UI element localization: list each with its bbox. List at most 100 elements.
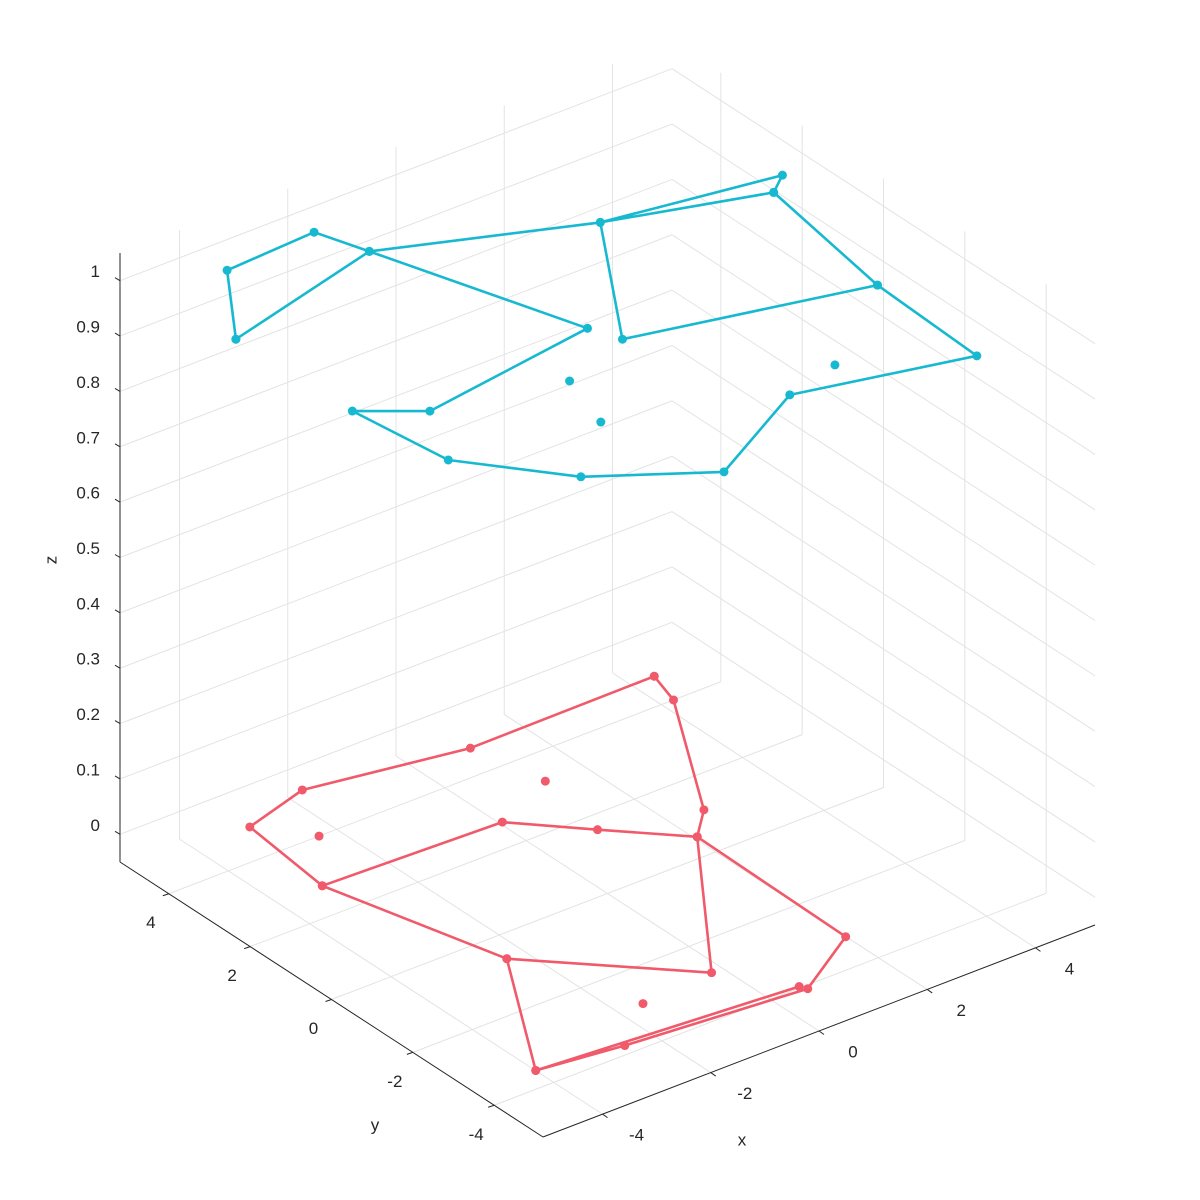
z-tick bbox=[114, 664, 121, 669]
grid-line bbox=[119, 234, 673, 448]
grid-line bbox=[671, 455, 1096, 732]
grid-line bbox=[119, 566, 673, 780]
z-tick-label: 1 bbox=[91, 262, 100, 281]
grid-line bbox=[119, 178, 673, 392]
y-tick-label: -2 bbox=[387, 1072, 402, 1091]
y-tick-label: -4 bbox=[469, 1125, 484, 1144]
z-tick-label: 0.1 bbox=[76, 760, 100, 779]
marker bbox=[309, 227, 319, 237]
z-tick-label: 0.8 bbox=[76, 373, 100, 392]
z-axis-label: z bbox=[41, 556, 60, 565]
grid-line bbox=[412, 839, 966, 1053]
x-tick-label: 0 bbox=[848, 1042, 857, 1061]
x-tick bbox=[602, 1113, 608, 1119]
z-tick-label: 0.2 bbox=[76, 705, 100, 724]
marker bbox=[297, 785, 307, 795]
marker bbox=[777, 170, 787, 180]
grid-line bbox=[671, 345, 1096, 621]
grid-line bbox=[119, 511, 673, 725]
marker bbox=[830, 360, 840, 370]
marker bbox=[231, 334, 241, 344]
grid-line bbox=[119, 455, 673, 669]
grid-line bbox=[671, 289, 1096, 566]
marker bbox=[576, 472, 586, 482]
y-tick bbox=[243, 946, 251, 950]
z-tick-label: 0.5 bbox=[76, 539, 100, 558]
marker bbox=[347, 406, 357, 416]
axes: -4 -2 0 2 4 -4 -2 0 2 4 0 0.1 0.2 0.3 0.4 0.5 0.6 0.7 0.8 0… bbox=[76, 253, 1096, 1145]
marker bbox=[785, 390, 795, 400]
plot-area bbox=[222, 170, 982, 1075]
z-tick bbox=[114, 387, 121, 392]
z-tick bbox=[114, 554, 121, 558]
marker bbox=[803, 984, 813, 994]
z-tick bbox=[114, 720, 121, 725]
marker bbox=[465, 743, 475, 753]
marker bbox=[497, 817, 507, 827]
marker bbox=[502, 954, 512, 964]
x-tick-label: -4 bbox=[629, 1126, 644, 1145]
x-axis-label: x bbox=[738, 1130, 747, 1149]
y-tick bbox=[406, 1051, 414, 1055]
marker bbox=[638, 999, 648, 1009]
marker bbox=[649, 671, 659, 681]
marker bbox=[565, 376, 575, 386]
z-tick-label: 0.6 bbox=[76, 484, 100, 503]
x-tick-label: 2 bbox=[957, 1001, 966, 1020]
marker bbox=[841, 932, 851, 942]
z-tick bbox=[114, 609, 121, 614]
z-tick bbox=[114, 332, 121, 337]
grid bbox=[119, 63, 1096, 1115]
x-tick-label: 4 bbox=[1065, 959, 1074, 978]
marker bbox=[596, 417, 606, 427]
marker bbox=[595, 217, 605, 227]
grid-line bbox=[119, 68, 673, 282]
marker bbox=[222, 265, 232, 275]
grid-line bbox=[249, 734, 803, 948]
marker bbox=[364, 246, 374, 256]
z-tick-label: 0.9 bbox=[76, 318, 100, 337]
grid-line bbox=[168, 681, 721, 895]
y-tick bbox=[325, 999, 332, 1002]
marker bbox=[314, 831, 324, 841]
marker bbox=[692, 832, 702, 842]
y-tick bbox=[162, 893, 169, 897]
marker bbox=[593, 825, 603, 835]
z-tick-label: 0.7 bbox=[76, 428, 100, 447]
marker bbox=[425, 406, 435, 416]
grid-line bbox=[671, 621, 1096, 898]
y-tick-label: 4 bbox=[146, 913, 155, 932]
z-tick-label: 0.3 bbox=[76, 650, 100, 669]
x-tick bbox=[926, 989, 933, 994]
marker bbox=[540, 776, 550, 786]
grid-line bbox=[671, 566, 1096, 843]
marker bbox=[872, 280, 882, 290]
marker bbox=[617, 334, 627, 344]
z-tick-label: 0 bbox=[91, 816, 100, 835]
marker bbox=[794, 982, 804, 992]
z-tick bbox=[114, 277, 121, 282]
grid-line bbox=[671, 400, 1096, 677]
marker bbox=[531, 1065, 541, 1075]
grid-line bbox=[671, 123, 1096, 400]
marker bbox=[769, 187, 779, 197]
series-line bbox=[248, 675, 847, 1072]
x-tick bbox=[818, 1030, 825, 1035]
grid-line bbox=[671, 234, 1096, 511]
grid-line bbox=[119, 345, 673, 558]
marker bbox=[699, 805, 709, 815]
x-tick bbox=[1035, 947, 1041, 952]
y-tick-label: 0 bbox=[309, 1019, 318, 1038]
y-tick-label: 2 bbox=[227, 966, 236, 985]
grid-line bbox=[331, 787, 884, 1000]
grid-line bbox=[671, 178, 1096, 455]
grid-line bbox=[119, 123, 673, 337]
grid-line bbox=[119, 400, 673, 614]
y-tick bbox=[488, 1104, 495, 1108]
marker bbox=[317, 881, 327, 891]
marker bbox=[972, 351, 982, 361]
marker bbox=[582, 323, 592, 333]
y-axis-label: y bbox=[371, 1115, 380, 1134]
